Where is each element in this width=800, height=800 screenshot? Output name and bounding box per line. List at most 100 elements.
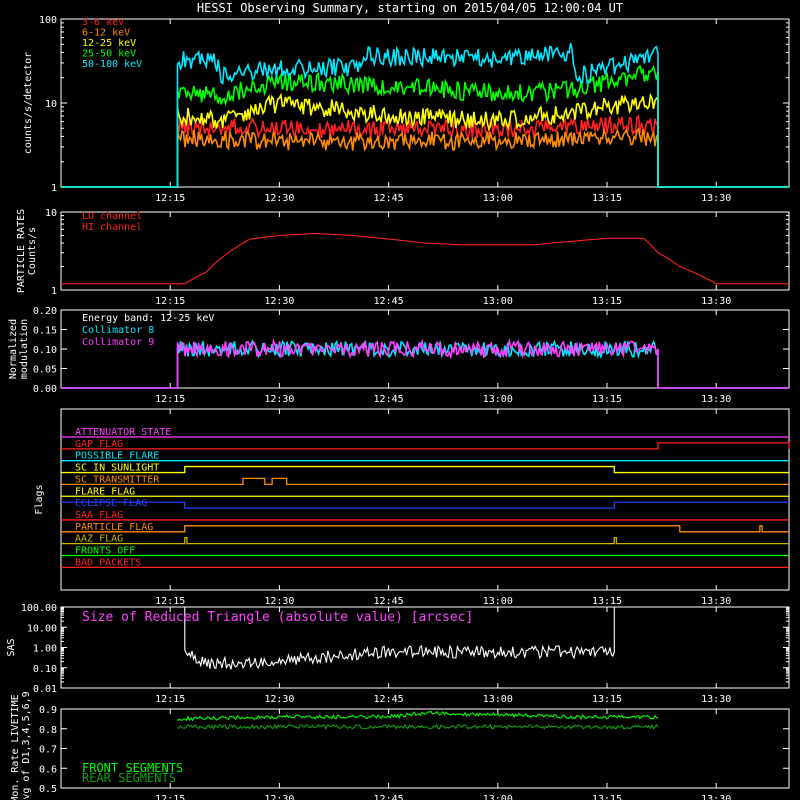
series-line	[61, 232, 789, 285]
y-tick-label: 1	[51, 286, 57, 297]
y-tick-label: 0.8	[39, 725, 57, 736]
series-line	[61, 339, 789, 389]
flag-line	[61, 537, 789, 545]
x-tick-label: 13:30	[701, 296, 731, 307]
legend-entry: 25-50 keV	[82, 49, 136, 60]
y-tick-label: 1	[51, 183, 57, 194]
series-line	[61, 43, 789, 188]
x-tick-label: 13:00	[483, 296, 513, 307]
x-tick-label: 13:30	[701, 596, 731, 607]
flag-label: POSSIBLE FLARE	[75, 451, 159, 462]
y-axis-label: avg of D1,3,4,5,6,9	[21, 691, 32, 800]
legend-entry: REAR SEGMENTS	[82, 771, 176, 785]
y-tick-label: 0.7	[39, 745, 57, 756]
y-tick-label: 0.00	[33, 384, 57, 395]
y-tick-label: 10.00	[27, 623, 57, 634]
flag-label: ATTENUATOR STATE	[75, 427, 171, 438]
panel-frame	[60, 18, 790, 188]
y-axis-label: Mon. Rate LIVETIME	[10, 694, 21, 800]
series-line	[177, 723, 659, 731]
legend-entry: 12-25 keV	[82, 38, 136, 49]
x-tick-label: 13:15	[592, 694, 622, 705]
x-tick-label: 12:30	[264, 394, 294, 405]
flag-label: SC IN SUNLIGHT	[75, 463, 159, 474]
x-tick-label: 12:45	[374, 296, 404, 307]
panel-livetime	[60, 708, 790, 789]
x-tick-label: 13:00	[483, 193, 513, 204]
x-tick-label: 12:15	[155, 794, 185, 800]
legend-entry: 3-6 keV	[82, 17, 124, 28]
legend-entry: LO channel	[82, 211, 142, 222]
legend-entry: Collimator 8	[82, 325, 154, 336]
x-tick-label: 13:30	[701, 794, 731, 800]
y-tick-label: 100	[39, 15, 57, 26]
x-tick-label: 12:15	[155, 394, 185, 405]
x-tick-label: 12:30	[264, 794, 294, 800]
series-line	[61, 338, 789, 389]
flag-label: BAD PACKETS	[75, 557, 141, 568]
x-tick-label: 13:15	[592, 193, 622, 204]
series-line	[177, 710, 659, 722]
series-line	[61, 126, 789, 188]
x-tick-label: 13:15	[592, 596, 622, 607]
panel-frame	[60, 211, 790, 291]
x-tick-label: 12:15	[155, 296, 185, 307]
legend-entry: Collimator 9	[82, 337, 154, 348]
x-tick-label: 12:45	[374, 694, 404, 705]
y-tick-label: 0.6	[39, 764, 57, 775]
x-tick-label: 13:00	[483, 596, 513, 607]
flag-label: ECLIPSE FLAG	[75, 498, 147, 509]
y-axis-label: Normalized	[8, 319, 19, 379]
panel-sas	[60, 606, 790, 689]
x-tick-label: 13:00	[483, 394, 513, 405]
series-line	[61, 64, 789, 188]
flag-line	[61, 465, 789, 474]
x-tick-label: 13:00	[483, 694, 513, 705]
flag-line	[61, 477, 789, 486]
y-axis-label: Counts/s	[27, 227, 38, 275]
y-axis-label: Flags	[34, 484, 45, 514]
flag-line	[61, 525, 789, 533]
y-tick-label: 0.5	[39, 784, 57, 795]
chart-title: HESSI Observing Summary, starting on 201…	[197, 1, 623, 15]
y-tick-label: 0.01	[33, 684, 57, 695]
flag-line	[61, 442, 790, 450]
y-tick-label: 10	[45, 99, 57, 110]
y-tick-label: 10	[45, 208, 57, 219]
x-tick-label: 13:00	[483, 794, 513, 800]
x-tick-label: 12:45	[374, 394, 404, 405]
flag-label: GAP FLAG	[75, 439, 123, 450]
x-tick-label: 13:30	[701, 394, 731, 405]
x-tick-label: 12:45	[374, 596, 404, 607]
y-tick-label: 0.20	[33, 306, 57, 317]
legend-entry: HI channel	[82, 222, 142, 233]
x-tick-label: 13:15	[592, 794, 622, 800]
flag-label: PARTICLE FLAG	[75, 522, 153, 533]
x-tick-label: 13:30	[701, 694, 731, 705]
panel-frame	[60, 408, 790, 591]
y-tick-label: 100.00	[21, 603, 57, 614]
x-tick-label: 12:30	[264, 296, 294, 307]
x-tick-label: 13:15	[592, 296, 622, 307]
panel-modulation	[60, 309, 790, 389]
y-axis-label: SAS	[6, 638, 17, 656]
y-axis-label: counts/s/detector	[23, 52, 34, 154]
flag-label: FRONTS OFF	[75, 546, 135, 557]
x-tick-label: 13:30	[701, 193, 731, 204]
y-tick-label: 0.9	[39, 705, 57, 716]
flag-label: SAA FLAG	[75, 510, 123, 521]
panel-particle-rates	[60, 211, 790, 291]
flag-line	[61, 501, 789, 509]
y-tick-label: 1.00	[33, 644, 57, 655]
flag-label: AAZ FLAG	[75, 534, 123, 545]
y-tick-label: 0.10	[33, 345, 57, 356]
y-tick-label: 0.05	[33, 365, 57, 376]
series-line	[61, 92, 789, 188]
x-tick-label: 13:15	[592, 394, 622, 405]
y-axis-label: PARTICLE RATES	[16, 209, 27, 293]
y-axis-label: modulation	[19, 319, 30, 379]
panel-flags	[60, 408, 790, 591]
flag-label: FLARE FLAG	[75, 486, 135, 497]
panel-counts	[60, 18, 790, 188]
